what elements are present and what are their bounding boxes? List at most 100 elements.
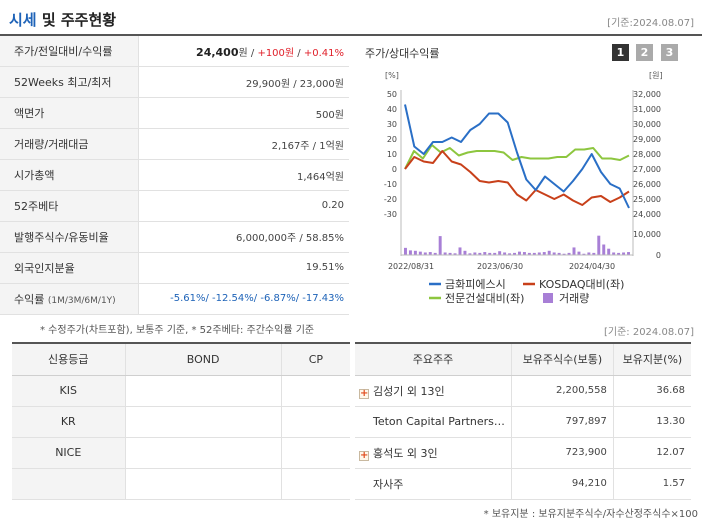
volume-bar [532,252,536,255]
market-info-table: 주가/전일대비/수익률 24,400원 / +100원 / +0.41% 52We… [0,36,349,315]
price-unit: 원 [238,47,248,59]
holders-divider [355,342,691,344]
volume-bar [513,252,516,255]
holders-header: 보유주식수(보통) [511,344,614,376]
holder-name: 자사주 [355,468,512,500]
returns-label: 수익률 (1M/3M/6M/1Y) [0,283,139,315]
volume-bar [418,251,422,255]
market-label: 발행주식수/유동비율 [0,221,139,253]
volume-bar [617,252,621,255]
right-tick-label: 26,000 [633,180,661,189]
credit-header: 신용등급 [12,344,126,376]
legend-swatch [543,293,553,303]
right-tick-label: 24,000 [633,210,661,219]
price-change-rate: +0.41% [303,47,344,59]
volume-bar [408,250,412,255]
holder-pct: 1.57 [613,468,691,500]
left-tick-label: -20 [384,195,397,204]
chart-title: 주가/상대수익률 [365,47,440,60]
credit-cell [281,468,350,500]
market-row: 거래량/거래대금 2,167주 / 1억원 [0,128,349,161]
left-axis-unit: [%] [385,71,399,80]
volume-bar [587,252,591,255]
volume-bar [622,252,626,255]
left-tick-label: 20 [387,135,397,144]
volume-bar [577,251,581,255]
volume-bar [567,252,571,255]
left-tick-label: -10 [384,180,397,189]
volume-bar [438,236,442,255]
holder-shares: 723,900 [511,437,614,469]
left-tick-label: -30 [384,210,397,219]
chart-page-button-2[interactable]: 2 [636,44,653,61]
volume-bar [404,247,407,255]
left-tick-label: 10 [387,150,397,159]
chart-page-button-3[interactable]: 3 [661,44,678,61]
market-value: 24,400원 / +100원 / +0.41% [138,36,349,68]
volume-bar [448,252,452,255]
page-title: 시세 및 주주현황 [9,11,117,29]
credit-cell [281,437,350,469]
right-tick-label: 29,000 [633,135,661,144]
volume-tick-label: 0 [656,251,661,260]
credit-header: BOND [125,344,282,376]
volume-bar [468,253,472,255]
volume-bar [453,253,457,255]
x-tick-label: 2022/08/31 [388,262,434,271]
reference-date: [기준:2024.08.07] [607,18,694,29]
reference-date-2: [기준: 2024.08.07] [603,327,694,338]
series-line-0 [404,104,630,209]
price: 24,400 [196,45,239,59]
market-row: 52Weeks 최고/최저 29,900원 / 23,000원 [0,66,349,99]
volume-bar [483,252,487,255]
volume-bar [602,244,606,255]
volume-bar [627,252,630,255]
holder-row: Teton Capital Partners… 797,897 13.30 [355,406,691,438]
holder-name-text: 김성기 외 13인 [373,384,445,398]
credit-cell: NICE [12,437,126,469]
expand-plus-icon[interactable]: + [359,449,369,461]
market-row-returns: 수익률 (1M/3M/6M/1Y) -5.61%/ -12.54%/ -6.87… [0,283,349,315]
credit-cell: KR [12,406,126,438]
holder-name: + 홍석도 외 3인 [355,437,512,469]
credit-cell [125,468,282,500]
left-tick-label: 0 [392,165,397,174]
holder-name-text: Teton Capital Partners… [373,415,505,428]
stock-chart: [%] [원] 50 32,000 40 31,000 30 30,000 20 29,000 10… [384,71,663,305]
credit-cell [12,468,126,500]
market-row: 주가/전일대비/수익률 24,400원 / +100원 / +0.41% [0,36,349,68]
volume-bar [433,252,437,255]
volume-bar [562,253,566,255]
volume-bar [423,252,427,255]
holder-pct: 36.68 [613,375,691,407]
market-row: 52주베타 0.20 [0,190,349,222]
credit-header: CP [281,344,350,376]
right-tick-label: 31,000 [633,105,661,114]
holder-name-text: 홍석도 외 3인 [373,446,438,460]
chart-page-button-1[interactable]: 1 [612,44,629,61]
volume-bar [552,252,556,255]
volume-bar [463,250,467,255]
market-note: * 수정주가(차트포함), 보통주 기준, * 52주베타: 주간수익률 기준 [40,325,315,336]
holder-pct: 13.30 [613,406,691,438]
credit-row: KIS [12,375,350,407]
credit-rating-table: 신용등급 BOND CP KIS KR NICE [12,344,350,500]
volume-bar [597,235,601,255]
volume-bar [527,252,531,255]
market-value: 29,900원 / 23,000원 [138,66,349,99]
expand-plus-icon[interactable]: + [359,387,369,399]
market-row: 외국인지분율 19.51% [0,252,349,284]
credit-cell [125,406,282,438]
volume-bar [522,252,526,255]
market-row: 발행주식수/유동비율 6,000,000주 / 58.85% [0,221,349,253]
market-value: 1,464억원 [138,159,349,191]
volume-bar [473,252,477,255]
right-tick-label: 25,000 [633,195,661,204]
market-row: 액면가 500원 [0,97,349,130]
credit-cell [281,406,350,438]
market-value: 0.20 [138,190,349,222]
credit-divider [12,342,350,344]
major-holders-table: 주요주주 보유주식수(보통) 보유지분(%) + 김성기 외 13인 2,200,55… [355,344,691,500]
volume-bar [557,252,561,255]
left-tick-label: 30 [387,120,397,129]
